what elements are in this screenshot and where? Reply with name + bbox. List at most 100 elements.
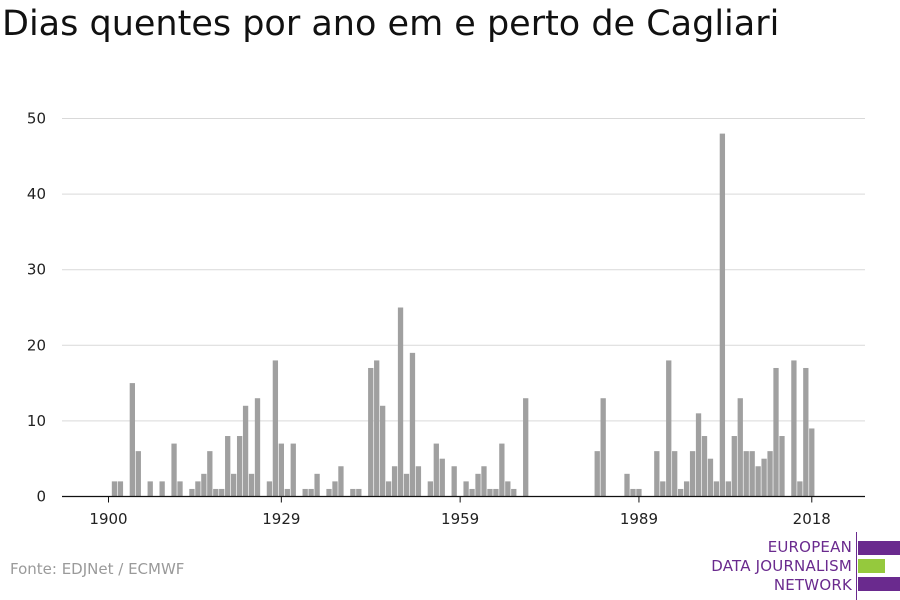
bar-1934	[308, 488, 314, 497]
bar-1935	[314, 473, 320, 497]
bar-1945	[374, 360, 380, 497]
bar-2003	[719, 133, 726, 497]
bar-1920	[225, 436, 231, 497]
bar-2001	[707, 458, 714, 497]
bar-1923	[242, 405, 249, 497]
bar-2013	[779, 436, 785, 497]
bar-1963	[481, 466, 487, 497]
bar-1965	[493, 488, 499, 497]
bar-2005	[731, 436, 737, 497]
bar-1993	[660, 481, 666, 497]
x-tick-label: 1929	[262, 510, 300, 528]
bar-1949	[397, 307, 404, 497]
logo-line-2: DATA JOURNALISM	[711, 557, 852, 575]
bar-1902	[117, 481, 124, 497]
bar-1930	[284, 488, 290, 497]
bar-2004	[725, 481, 731, 497]
bar-1995	[672, 451, 678, 497]
y-axis-ticks: 0 10 20 30 40 50	[27, 110, 46, 506]
bar-1925	[254, 398, 261, 497]
bar-1919	[219, 488, 225, 497]
bar-1931	[290, 443, 296, 497]
bar-1952	[415, 466, 422, 497]
bar-1914	[189, 488, 195, 497]
bar-1917	[207, 451, 213, 497]
bar-1947	[385, 481, 392, 497]
bar-1996	[678, 488, 684, 497]
bar-1928	[272, 360, 279, 497]
bar-1944	[368, 367, 374, 497]
bar-2010	[761, 458, 767, 497]
bars	[111, 133, 815, 497]
y-tick-label: 0	[36, 488, 46, 506]
bar-1912	[177, 481, 183, 497]
source-note: Fonte: EDJNet / ECMWF	[10, 560, 185, 578]
bar-1988	[630, 488, 636, 497]
bar-2011	[767, 451, 773, 497]
bar-1956	[439, 458, 445, 497]
bar-2000	[701, 436, 708, 497]
chart-title: Dias quentes por ano em e perto de Cagli…	[2, 4, 780, 44]
logo-bar-green	[858, 559, 885, 573]
x-axis-ticks: 1900 1929 1959 1989 2018	[89, 496, 831, 528]
y-tick-label: 40	[27, 185, 46, 203]
bar-1924	[248, 473, 255, 497]
bar-1909	[159, 481, 165, 497]
bar-1929	[278, 443, 284, 497]
x-tick-label: 1900	[89, 510, 127, 528]
logo-bar-purple-bottom	[858, 577, 900, 591]
bar-1933	[302, 488, 308, 497]
bar-2006	[737, 398, 743, 497]
bar-1958	[451, 466, 457, 497]
bar-1966	[499, 443, 505, 497]
bar-1905	[135, 451, 141, 497]
bar-1915	[195, 481, 201, 497]
bar-1907	[147, 481, 153, 497]
bar-1967	[505, 481, 511, 497]
logo-bar-purple-top	[858, 541, 900, 555]
bar-1901	[111, 481, 118, 497]
bar-2018	[809, 428, 815, 497]
y-tick-label: 20	[27, 336, 46, 354]
bar-1922	[236, 436, 243, 497]
x-tick-label: 1989	[620, 510, 658, 528]
bar-1970	[523, 398, 529, 497]
bar-1954	[427, 481, 433, 497]
bar-1999	[695, 413, 702, 497]
bar-2012	[773, 367, 779, 497]
logo-line-1: EUROPEAN	[767, 538, 852, 556]
bar-2009	[755, 466, 761, 497]
bar-1921	[231, 473, 237, 497]
bar-1950	[403, 473, 410, 497]
bar-1997	[683, 481, 690, 497]
bar-1964	[487, 488, 493, 497]
bar-1992	[654, 451, 660, 497]
y-tick-label: 10	[27, 412, 46, 430]
bar-1946	[380, 405, 386, 497]
bar-1941	[350, 488, 356, 497]
bar-1982	[594, 451, 600, 497]
bar-1948	[391, 466, 398, 497]
bar-1911	[171, 443, 177, 497]
bar-1939	[338, 466, 344, 497]
bar-2015	[791, 360, 797, 497]
logo-line-3: NETWORK	[773, 576, 852, 594]
bar-1960	[463, 481, 469, 497]
x-tick-label: 1959	[441, 510, 479, 528]
y-tick-label: 30	[27, 261, 46, 279]
bar-1955	[433, 443, 439, 497]
bar-1937	[326, 488, 332, 497]
bar-1961	[469, 488, 475, 497]
bar-1994	[666, 360, 672, 497]
logo-divider	[856, 532, 857, 600]
x-tick-label: 2018	[793, 510, 831, 528]
bar-2016	[797, 481, 803, 497]
bar-1918	[213, 488, 219, 497]
bar-2007	[743, 451, 749, 497]
bar-2008	[749, 451, 755, 497]
bar-1968	[511, 488, 517, 497]
bar-1962	[475, 473, 481, 497]
bar-1983	[600, 398, 606, 497]
y-tick-label: 50	[27, 110, 46, 128]
